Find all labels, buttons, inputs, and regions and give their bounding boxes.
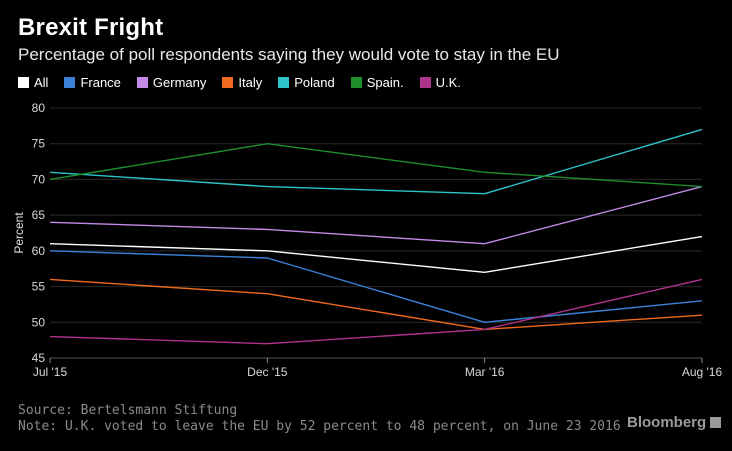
x-tick-label: Aug '16 — [682, 365, 723, 379]
brand-name: Bloomberg — [627, 414, 707, 431]
y-tick-label: 45 — [32, 351, 46, 365]
legend-label: Spain. — [366, 75, 404, 90]
source-note: Source: Bertelsmann Stiftung — [18, 403, 238, 418]
x-tick-label: Dec '15 — [247, 365, 288, 379]
y-tick-label: 50 — [32, 315, 46, 329]
y-tick-label: 65 — [32, 208, 46, 222]
series-line — [49, 128, 703, 195]
series-line — [49, 278, 703, 331]
footnote: Note: U.K. voted to leave the EU by 52 p… — [18, 419, 621, 434]
legend-item: Germany — [136, 75, 207, 90]
series-line — [49, 278, 703, 345]
legend-swatch — [278, 77, 290, 88]
y-tick-label: 75 — [32, 137, 46, 151]
legend-swatch — [18, 77, 29, 88]
y-tick-label: 55 — [32, 280, 46, 294]
legend-item: Italy — [222, 75, 262, 90]
legend-swatch — [136, 77, 148, 88]
y-tick-label: 80 — [32, 101, 46, 115]
legend-item: U.K. — [419, 75, 461, 90]
series-line — [49, 250, 703, 323]
legend-label: Poland — [294, 75, 335, 90]
legend-swatch — [350, 77, 362, 88]
series-line — [49, 143, 703, 188]
series-line — [49, 185, 703, 245]
chart-subtitle: Percentage of poll respondents saying th… — [18, 45, 560, 64]
legend-label: U.K. — [435, 75, 461, 90]
y-tick-label: 60 — [32, 244, 46, 258]
legend-item: Poland — [278, 75, 335, 90]
y-axis-label: Percent — [12, 212, 26, 254]
legend-item: Spain. — [350, 75, 404, 90]
legend-label: France — [80, 75, 121, 90]
legend-item: France — [64, 75, 121, 90]
x-tick-label: Jul '15 — [33, 365, 68, 379]
y-tick-label: 70 — [32, 172, 46, 186]
legend-swatch — [419, 77, 431, 88]
series-line — [49, 235, 703, 273]
chart-title: Brexit Fright — [18, 14, 164, 41]
legend-label: Italy — [238, 75, 263, 90]
legend-swatch — [222, 77, 234, 88]
legend-label: All — [34, 75, 49, 90]
legend-swatch — [64, 77, 76, 88]
legend-item: All — [18, 75, 48, 90]
bloomberg-icon — [710, 417, 722, 428]
legend-label: Germany — [152, 75, 207, 90]
legend: All France Germany Italy Poland Spain. U.K. — [18, 75, 477, 90]
brand-logo: Bloomberg — [627, 414, 722, 431]
x-tick-label: Mar '16 — [465, 365, 505, 379]
